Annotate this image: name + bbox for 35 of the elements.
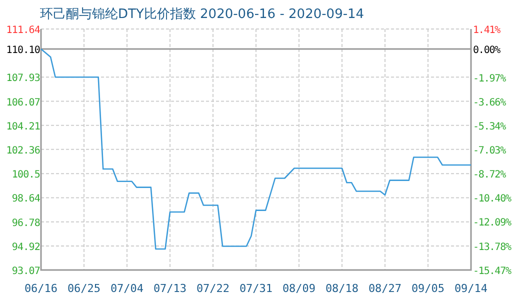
y2-tick-label: -10.40%: [473, 194, 512, 205]
y2-tick-label: -5.34%: [473, 121, 506, 132]
y2-tick-label: -7.03%: [473, 146, 506, 156]
x-tick-label: 07/31: [239, 282, 273, 295]
y2-tick-label: -15.47%: [473, 266, 512, 277]
x-tick-label: 06/16: [24, 282, 58, 295]
chart-title: 环己酮与锦纶DTY比价指数 2020-06-16 - 2020-09-14: [40, 7, 364, 22]
line-series: [40, 48, 472, 250]
y-tick-label: 98.64: [12, 194, 40, 205]
y2-tick-label: -12.09%: [473, 218, 512, 229]
x-tick-label: 07/13: [153, 282, 187, 295]
y-tick-label: 94.92: [12, 242, 40, 253]
y-tick-label: 110.10: [6, 44, 40, 56]
y2-tick-label: -1.97%: [473, 73, 506, 84]
y-tick-label: 106.07: [6, 97, 40, 108]
y2-tick-label: -8.72%: [473, 170, 506, 181]
y-tick-label: 96.78: [12, 218, 40, 229]
y-tick-label: 111.64: [6, 25, 40, 36]
y-tick-label: 100.5: [12, 170, 40, 181]
y-tick-label: 104.21: [6, 121, 40, 132]
y2-tick-label: -3.66%: [473, 97, 506, 108]
x-tick-label: 08/09: [282, 282, 316, 295]
x-tick-label: 09/14: [454, 282, 488, 295]
x-tick-label: 07/04: [110, 282, 144, 295]
y-tick-label: 107.93: [6, 73, 40, 84]
y2-tick-label: -13.78%: [473, 242, 512, 253]
y2-tick-label: 1.41%: [473, 25, 501, 36]
x-tick-label: 07/22: [196, 282, 230, 295]
x-tick-label: 09/05: [411, 282, 445, 295]
x-tick-label: 08/27: [368, 282, 402, 295]
y-tick-label: 93.07: [12, 266, 40, 277]
x-tick-label: 08/18: [325, 282, 359, 295]
y-tick-label: 102.36: [6, 145, 40, 156]
y2-tick-label: 0.00%: [473, 45, 501, 56]
x-tick-label: 06/25: [67, 282, 101, 295]
